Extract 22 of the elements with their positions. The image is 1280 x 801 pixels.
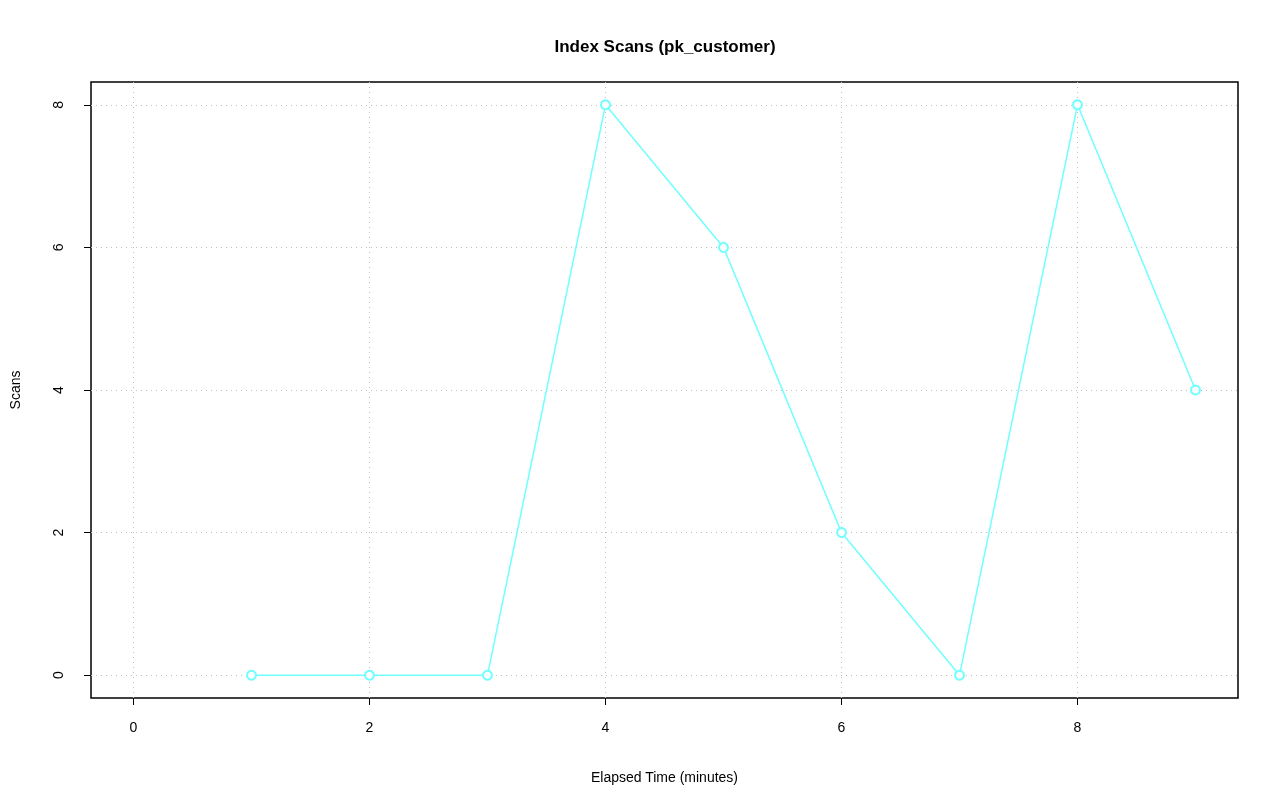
point xyxy=(1190,384,1202,396)
x-tick-label: 0 xyxy=(129,719,138,735)
point xyxy=(482,669,493,681)
x-axis-title: Elapsed Time (minutes) xyxy=(590,769,739,785)
point xyxy=(245,669,257,681)
point xyxy=(600,99,611,111)
y-axis-title: Scans xyxy=(7,370,23,410)
point xyxy=(836,527,848,539)
point xyxy=(718,241,729,253)
point xyxy=(1072,99,1084,111)
x-tick-label: 4 xyxy=(601,719,610,735)
y-tick-label: 6 xyxy=(50,243,66,252)
point xyxy=(954,669,966,681)
y-tick-label: 0 xyxy=(50,671,66,680)
y-tick-label: 4 xyxy=(50,385,66,394)
chart-title: Index Scans (pk_customer) xyxy=(554,37,776,56)
y-tick-label: 8 xyxy=(50,100,66,109)
x-tick-label: 6 xyxy=(837,719,846,735)
x-tick-label: 8 xyxy=(1073,719,1082,735)
point xyxy=(364,669,375,681)
x-tick-label: 2 xyxy=(365,719,374,735)
y-tick-label: 2 xyxy=(50,528,66,537)
